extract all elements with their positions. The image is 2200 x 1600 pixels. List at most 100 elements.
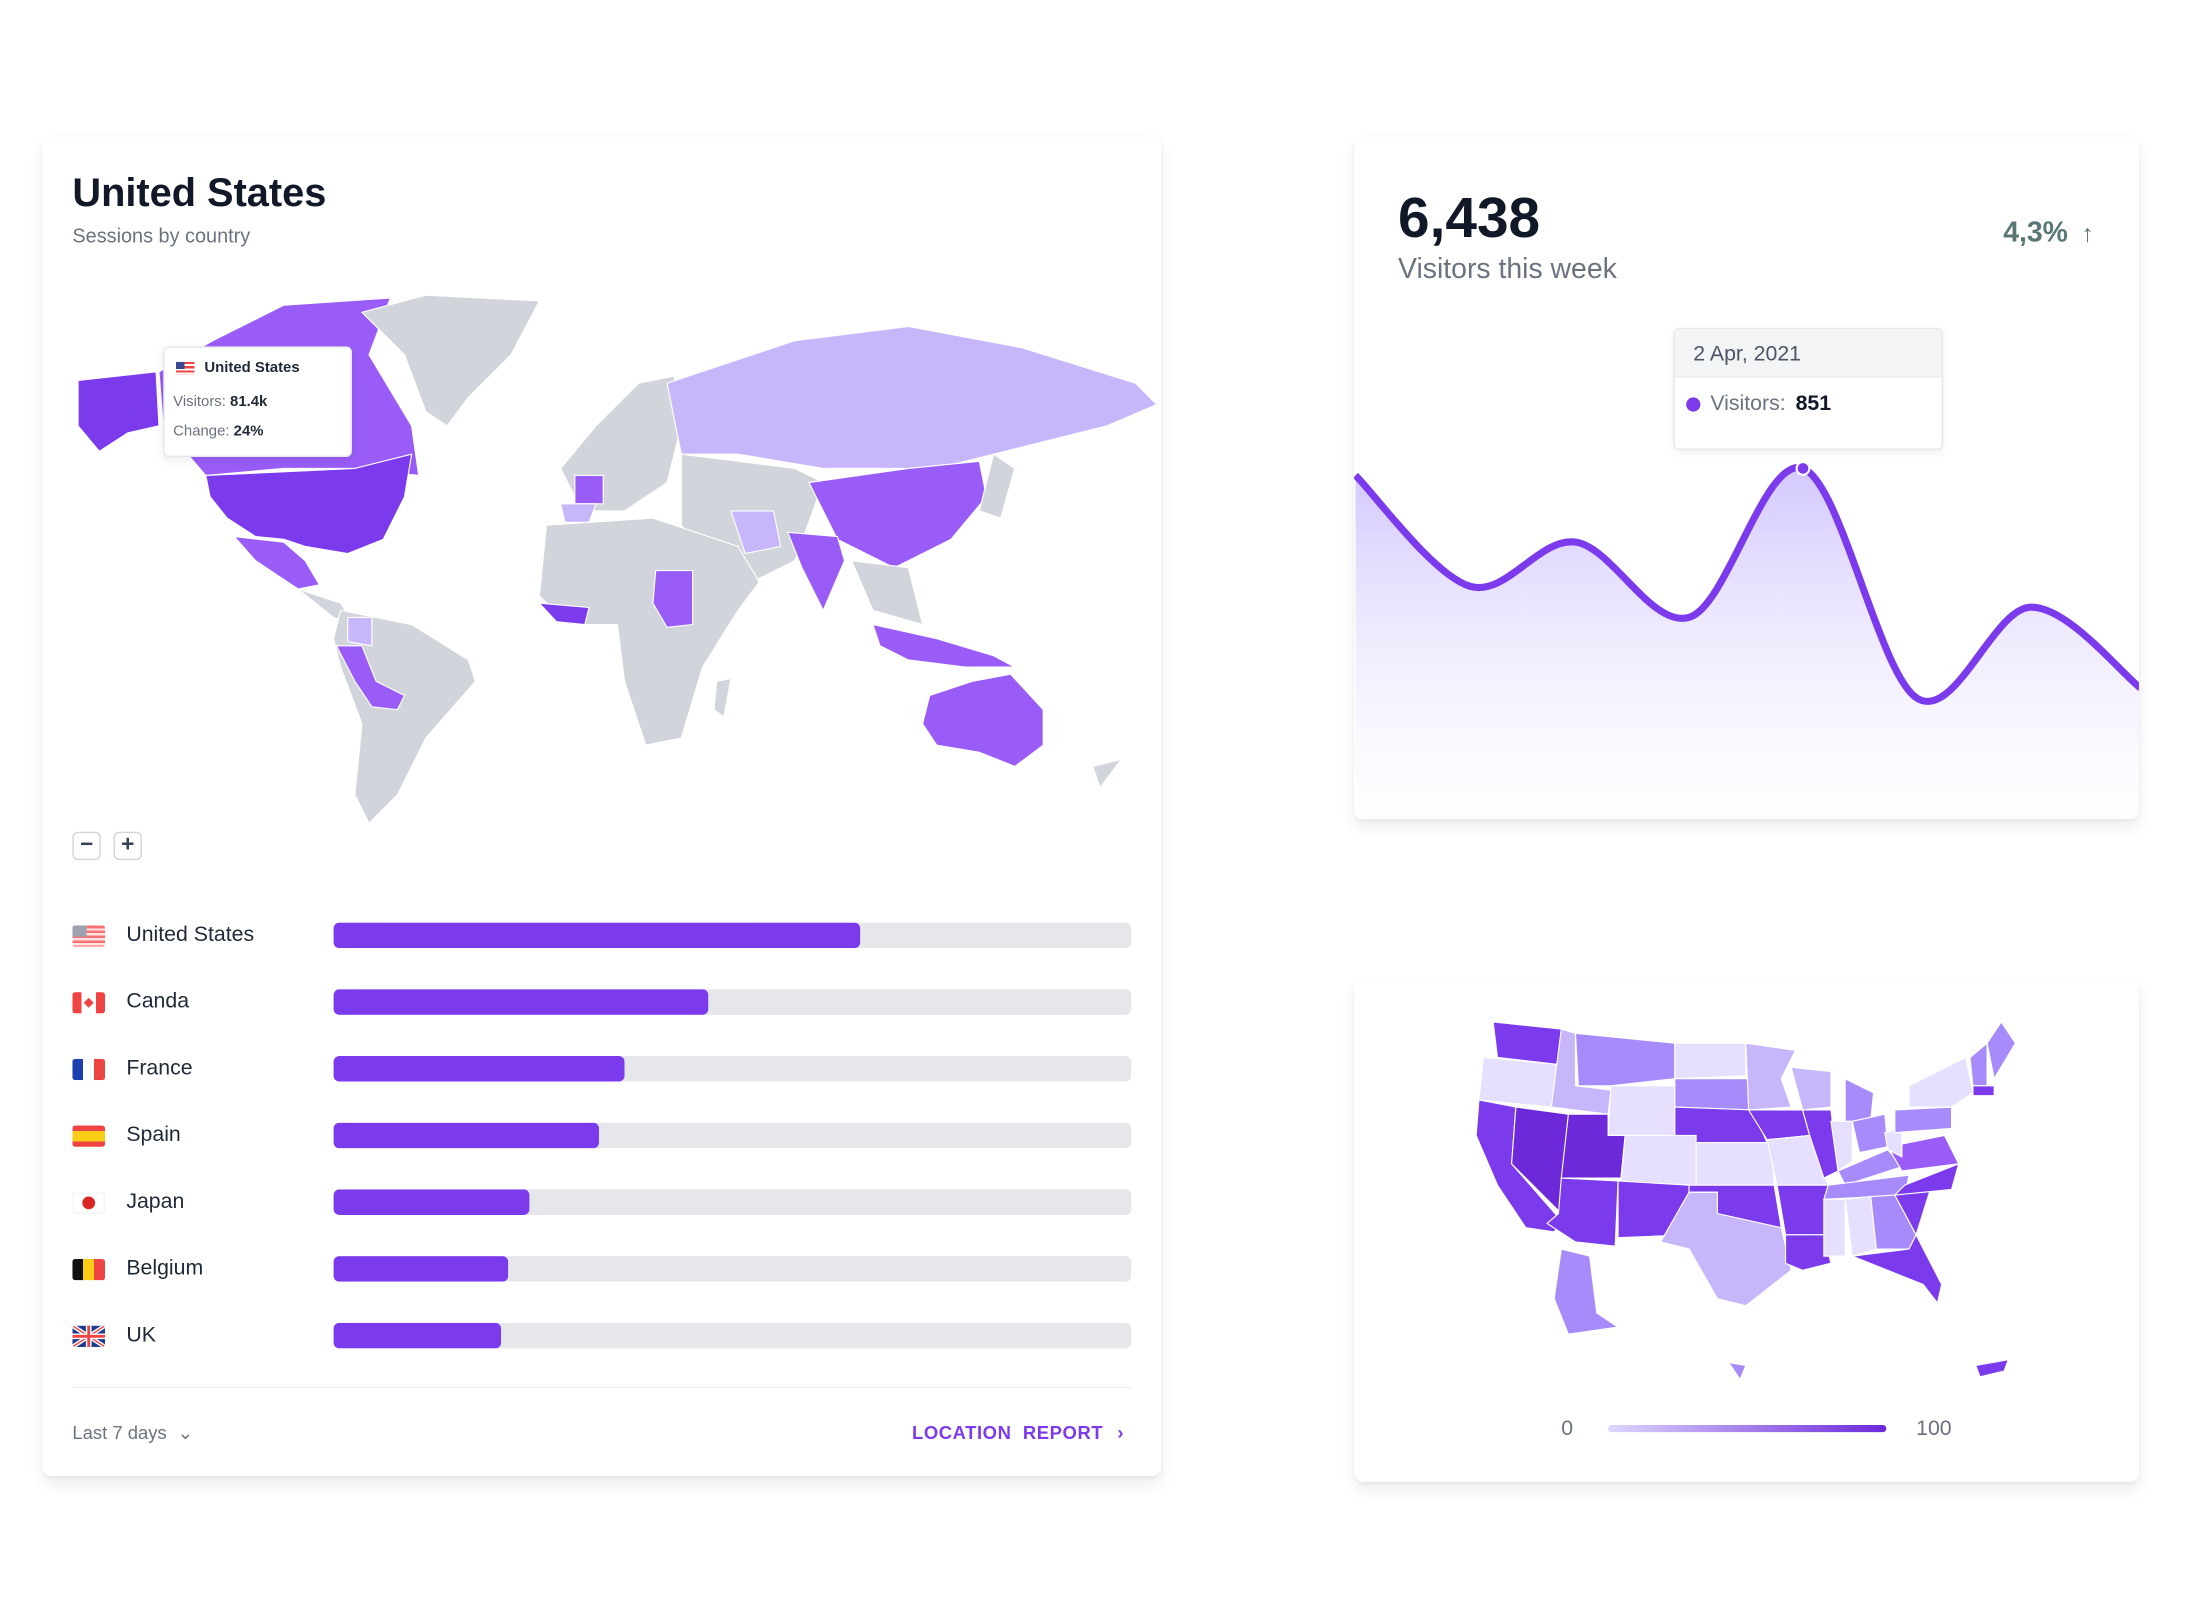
progress-fill bbox=[333, 1055, 625, 1082]
country-australia[interactable] bbox=[921, 673, 1044, 768]
state-ms[interactable] bbox=[1823, 1198, 1846, 1257]
country-name: Japan bbox=[126, 1189, 185, 1214]
state-tx[interactable] bbox=[1659, 1191, 1792, 1307]
highlighted-point[interactable] bbox=[1795, 460, 1811, 476]
state-ma[interactable] bbox=[1972, 1085, 1995, 1097]
report-label: LOCATION REPORT bbox=[911, 1422, 1104, 1444]
progress-fill bbox=[333, 1322, 502, 1349]
japan-flag-icon bbox=[72, 1192, 106, 1214]
country-row[interactable]: Spain bbox=[72, 1121, 1132, 1149]
progress-fill bbox=[333, 989, 709, 1015]
country-row[interactable]: United States bbox=[72, 921, 1132, 949]
state-me[interactable] bbox=[1986, 1020, 2017, 1081]
zoom-out-button[interactable]: − bbox=[72, 831, 101, 861]
country-west-africa[interactable] bbox=[537, 602, 590, 626]
state-il[interactable] bbox=[1801, 1109, 1839, 1179]
chart-tooltip: 2 Apr, 2021 Visitors: 851 bbox=[1673, 327, 1944, 450]
country-row[interactable]: Canda bbox=[72, 988, 1132, 1016]
progress-fill bbox=[333, 922, 860, 949]
country-peru-bolivia[interactable] bbox=[335, 645, 406, 711]
series-line bbox=[1354, 464, 2139, 705]
state-hi[interactable] bbox=[1727, 1361, 1747, 1381]
tooltip-change-label: Change: bbox=[173, 422, 230, 440]
state-nc[interactable] bbox=[1893, 1162, 1960, 1196]
state-ak[interactable] bbox=[1553, 1248, 1620, 1335]
country-row[interactable]: Japan bbox=[72, 1188, 1132, 1216]
country-sudan[interactable] bbox=[652, 570, 694, 628]
country-france[interactable] bbox=[574, 474, 604, 505]
location-report-link[interactable]: LOCATION REPORT › bbox=[912, 1422, 1124, 1443]
country-colombia[interactable] bbox=[347, 616, 373, 647]
country-name: UK bbox=[126, 1322, 156, 1347]
country-greenland[interactable] bbox=[360, 294, 541, 427]
state-mn[interactable] bbox=[1745, 1042, 1797, 1111]
country-russia[interactable] bbox=[666, 325, 1158, 469]
country-row[interactable]: Belgium bbox=[72, 1255, 1132, 1283]
country-alaska[interactable] bbox=[77, 371, 160, 453]
country-indonesia[interactable] bbox=[872, 623, 1016, 668]
chevron-right-icon: › bbox=[1117, 1422, 1125, 1444]
tooltip-date: 2 Apr, 2021 bbox=[1674, 329, 1942, 378]
country-madagascar[interactable] bbox=[713, 677, 732, 718]
country-china[interactable] bbox=[808, 460, 988, 569]
country-japan[interactable] bbox=[978, 453, 1016, 519]
state-la[interactable] bbox=[1784, 1234, 1832, 1271]
area-fill bbox=[1355, 467, 2139, 819]
world-map[interactable] bbox=[43, 136, 1161, 1476]
progress-track bbox=[333, 1055, 1132, 1082]
country-se-asia[interactable] bbox=[850, 559, 924, 626]
country-row[interactable]: France bbox=[72, 1055, 1132, 1083]
state-pr[interactable] bbox=[1974, 1359, 2010, 1378]
country-new-zealand[interactable] bbox=[1092, 758, 1123, 789]
progress-track bbox=[333, 1322, 1132, 1349]
state-vt[interactable] bbox=[1969, 1042, 1988, 1087]
tooltip-country: United States bbox=[204, 359, 300, 377]
country-spain[interactable] bbox=[559, 503, 597, 523]
country-iran[interactable] bbox=[730, 510, 782, 555]
card-title: United States bbox=[72, 170, 327, 215]
arrow-up-icon: ↑ bbox=[2081, 219, 2094, 247]
state-or[interactable] bbox=[1478, 1056, 1560, 1108]
series-dot-icon bbox=[1686, 396, 1701, 411]
state-wy[interactable] bbox=[1607, 1085, 1676, 1137]
state-wi[interactable] bbox=[1790, 1066, 1832, 1111]
state-sd[interactable] bbox=[1674, 1078, 1750, 1111]
state-in[interactable] bbox=[1830, 1120, 1853, 1172]
visitors-label: Visitors this week bbox=[1398, 254, 1617, 286]
tooltip-visitors-value: 81.4k bbox=[230, 393, 268, 411]
state-wa[interactable] bbox=[1492, 1021, 1562, 1066]
country-india[interactable] bbox=[786, 531, 846, 612]
country-name: Canda bbox=[126, 989, 190, 1014]
country-africa[interactable] bbox=[538, 517, 761, 746]
state-ar[interactable] bbox=[1776, 1184, 1829, 1236]
state-fl[interactable] bbox=[1852, 1233, 1943, 1305]
state-nd[interactable] bbox=[1674, 1042, 1747, 1080]
visitors-card: 6,438 Visitors this week 4,3% ↑ 2 Apr, 2… bbox=[1354, 136, 2139, 819]
us-flag-icon bbox=[175, 361, 195, 374]
legend-min: 0 bbox=[1561, 1416, 1574, 1441]
country-row[interactable]: UK bbox=[72, 1321, 1132, 1349]
state-mi[interactable] bbox=[1844, 1077, 1875, 1122]
country-mexico[interactable] bbox=[232, 535, 321, 590]
country-usa[interactable] bbox=[205, 453, 413, 555]
state-ny[interactable] bbox=[1908, 1056, 1974, 1108]
date-range-dropdown[interactable]: Last 7 days ⌄ bbox=[72, 1422, 193, 1445]
state-mt[interactable] bbox=[1574, 1032, 1676, 1087]
progress-fill bbox=[333, 1122, 600, 1149]
chevron-down-icon: ⌄ bbox=[177, 1422, 194, 1444]
legend-max: 100 bbox=[1916, 1416, 1952, 1441]
map-tooltip: United States Visitors: 81.4k Change: 24… bbox=[163, 346, 352, 458]
state-oh[interactable] bbox=[1851, 1113, 1889, 1154]
progress-track bbox=[333, 922, 1132, 949]
state-co[interactable] bbox=[1620, 1134, 1697, 1186]
visitors-area-chart[interactable] bbox=[1354, 136, 2139, 819]
state-ks[interactable] bbox=[1695, 1142, 1775, 1186]
tooltip-change-value: 24% bbox=[233, 422, 264, 440]
zoom-in-button[interactable]: + bbox=[113, 831, 142, 861]
state-va[interactable] bbox=[1886, 1134, 1960, 1172]
date-range-label: Last 7 days bbox=[72, 1422, 167, 1444]
state-pa[interactable] bbox=[1894, 1106, 1953, 1134]
progress-track bbox=[333, 1189, 1132, 1215]
us-states-map[interactable] bbox=[1354, 979, 2139, 1481]
country-name: France bbox=[126, 1055, 193, 1081]
